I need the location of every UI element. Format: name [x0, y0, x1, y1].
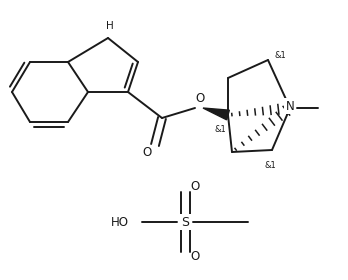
Text: N: N	[286, 99, 294, 113]
Text: HO: HO	[111, 216, 129, 228]
Polygon shape	[203, 108, 229, 120]
Text: S: S	[181, 216, 189, 228]
Text: O: O	[190, 181, 200, 193]
Text: &1: &1	[274, 52, 286, 60]
Text: O: O	[195, 92, 205, 106]
Text: O: O	[142, 146, 152, 160]
Text: &1: &1	[264, 162, 276, 171]
Text: O: O	[190, 251, 200, 263]
Text: &1: &1	[214, 125, 226, 134]
Text: H: H	[106, 21, 114, 31]
